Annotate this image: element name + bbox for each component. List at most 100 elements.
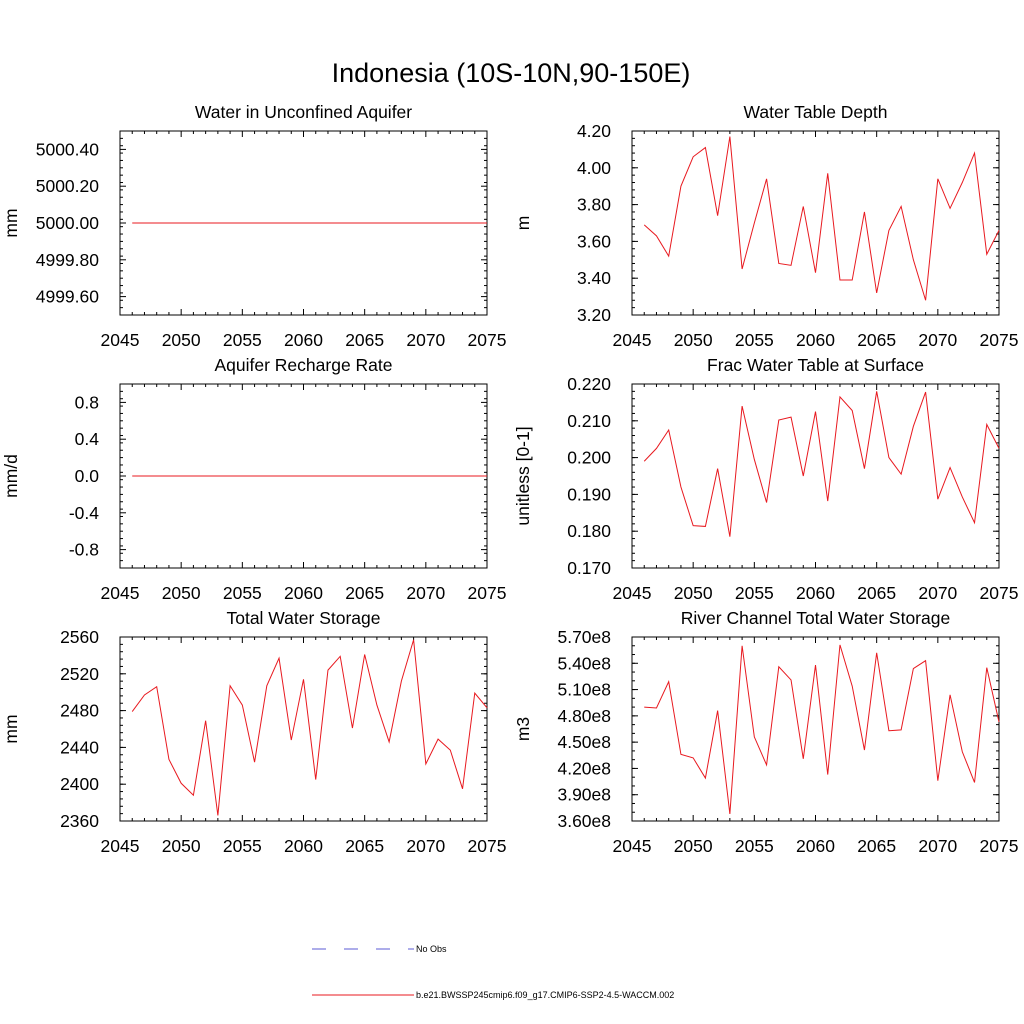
y-tick-label: 4.20e8 [557,758,611,778]
y-tick-label: 3.80 [577,195,611,215]
y-tick-label: 2440 [60,737,99,757]
panel-title: Frac Water Table at Surface [707,355,924,375]
y-axis-label: unitless [0-1] [513,426,533,525]
x-tick-label: 2060 [284,836,323,856]
x-tick-label: 2075 [980,583,1019,603]
chart-panels: Water in Unconfined Aquifer mm 2045 2050 205… [1,102,1018,856]
y-tick-label: 0.190 [567,484,611,504]
x-tick-label: 2060 [796,583,835,603]
y-tick-label: 5.10e8 [557,680,611,700]
chart-panel-6: River Channel Total Water Storage m3 2045 2… [513,608,1018,856]
x-tick-label: 2055 [735,836,774,856]
chart-panel-2: Water Table Depth m 2045 2050 2055 2060 2065 20… [513,102,1018,350]
x-tick-label: 2075 [468,583,507,603]
y-tick-label: 0.210 [567,411,611,431]
x-tick-label: 2045 [101,330,140,350]
y-tick-label: 0.180 [567,521,611,541]
x-tick-label: 2045 [613,330,652,350]
x-tick-label: 2075 [980,330,1019,350]
x-tick-label: 2075 [980,836,1019,856]
x-tick-label: 2065 [345,583,384,603]
x-tick-label: 2055 [735,330,774,350]
y-tick-label: 0.220 [567,374,611,394]
series-line-1 [643,136,1000,301]
series-line-1 [131,639,488,816]
x-tick-label: 2075 [468,836,507,856]
x-tick-label: 2055 [223,836,262,856]
x-tick-label: 2065 [857,583,896,603]
x-tick-label: 2045 [101,583,140,603]
x-tick-label: 2050 [674,583,713,603]
y-tick-label: 3.20 [577,305,611,325]
x-tick-label: 2060 [796,836,835,856]
y-tick-label: 4999.80 [36,250,100,270]
x-tick-label: 2065 [345,836,384,856]
x-tick-label: 2070 [406,330,445,350]
y-tick-label: 5.70e8 [557,627,611,647]
plot-frame [119,636,488,822]
x-tick-label: 2050 [162,583,201,603]
x-tick-label: 2070 [406,836,445,856]
panel-title: Aquifer Recharge Rate [214,355,392,375]
x-tick-label: 2070 [918,330,957,350]
panel-title: Total Water Storage [226,608,380,628]
panel-title: Water in Unconfined Aquifer [195,102,412,122]
y-tick-label: 3.40 [577,268,611,288]
x-tick-label: 2050 [674,330,713,350]
plot-frame [631,130,1000,316]
x-tick-label: 2055 [223,330,262,350]
y-tick-label: 2520 [60,664,99,684]
y-tick-label: 2480 [60,701,99,721]
y-axis-label: m3 [513,717,533,741]
series-line-1 [643,391,1000,537]
x-tick-label: 2055 [223,583,262,603]
x-tick-label: 2060 [284,583,323,603]
y-tick-label: 3.60e8 [557,811,611,831]
figure-title: Indonesia (10S-10N,90-150E) [332,58,691,88]
y-tick-label: -0.8 [69,540,99,560]
y-tick-label: 5000.20 [36,176,100,196]
y-tick-label: 2400 [60,774,99,794]
chart-panel-3: Aquifer Recharge Rate mm/d 2045 2050 2055 206… [1,355,506,603]
y-tick-label: 5000.00 [36,213,100,233]
x-tick-label: 2070 [406,583,445,603]
x-tick-label: 2070 [918,836,957,856]
x-tick-label: 2045 [613,583,652,603]
y-tick-label: 0.170 [567,558,611,578]
x-tick-label: 2050 [674,836,713,856]
y-tick-label: 2360 [60,811,99,831]
y-axis-label: mm/d [1,454,21,498]
panel-title: Water Table Depth [744,102,888,122]
x-tick-label: 2045 [613,836,652,856]
y-tick-label: 5000.40 [36,139,100,159]
panel-title: River Channel Total Water Storage [681,608,950,628]
y-tick-label: 0.8 [75,392,99,412]
y-tick-label: 5.40e8 [557,653,611,673]
x-tick-label: 2065 [857,836,896,856]
x-tick-label: 2065 [857,330,896,350]
y-tick-label: 4.80e8 [557,706,611,726]
x-tick-label: 2075 [468,330,507,350]
x-tick-label: 2050 [162,836,201,856]
y-tick-label: 3.90e8 [557,785,611,805]
y-tick-label: 0.4 [75,429,100,449]
x-tick-label: 2060 [796,330,835,350]
x-tick-label: 2065 [345,330,384,350]
x-tick-label: 2060 [284,330,323,350]
y-tick-label: 4.50e8 [557,732,611,752]
y-tick-label: -0.4 [69,503,99,523]
y-tick-label: 0.200 [567,448,611,468]
chart-panel-4: Frac Water Table at Surface unitless [0-1… [513,355,1018,603]
y-tick-label: 0.0 [75,466,100,486]
legend-model-label: b.e21.BWSSP245cmip6.f09_g17.CMIP6-SSP2-4… [416,990,674,1000]
legend-obs-label: No Obs [416,944,447,954]
series-line-1 [644,644,1000,815]
y-tick-label: 4.20 [577,121,611,141]
y-tick-label: 3.60 [577,231,611,251]
y-tick-label: 4999.60 [36,287,100,307]
y-axis-label: m [513,216,533,231]
x-tick-label: 2050 [162,330,201,350]
y-axis-label: mm [1,208,21,237]
legend: No Obs b.e21.BWSSP245cmip6.f09_g17.CMIP6… [312,944,674,1000]
